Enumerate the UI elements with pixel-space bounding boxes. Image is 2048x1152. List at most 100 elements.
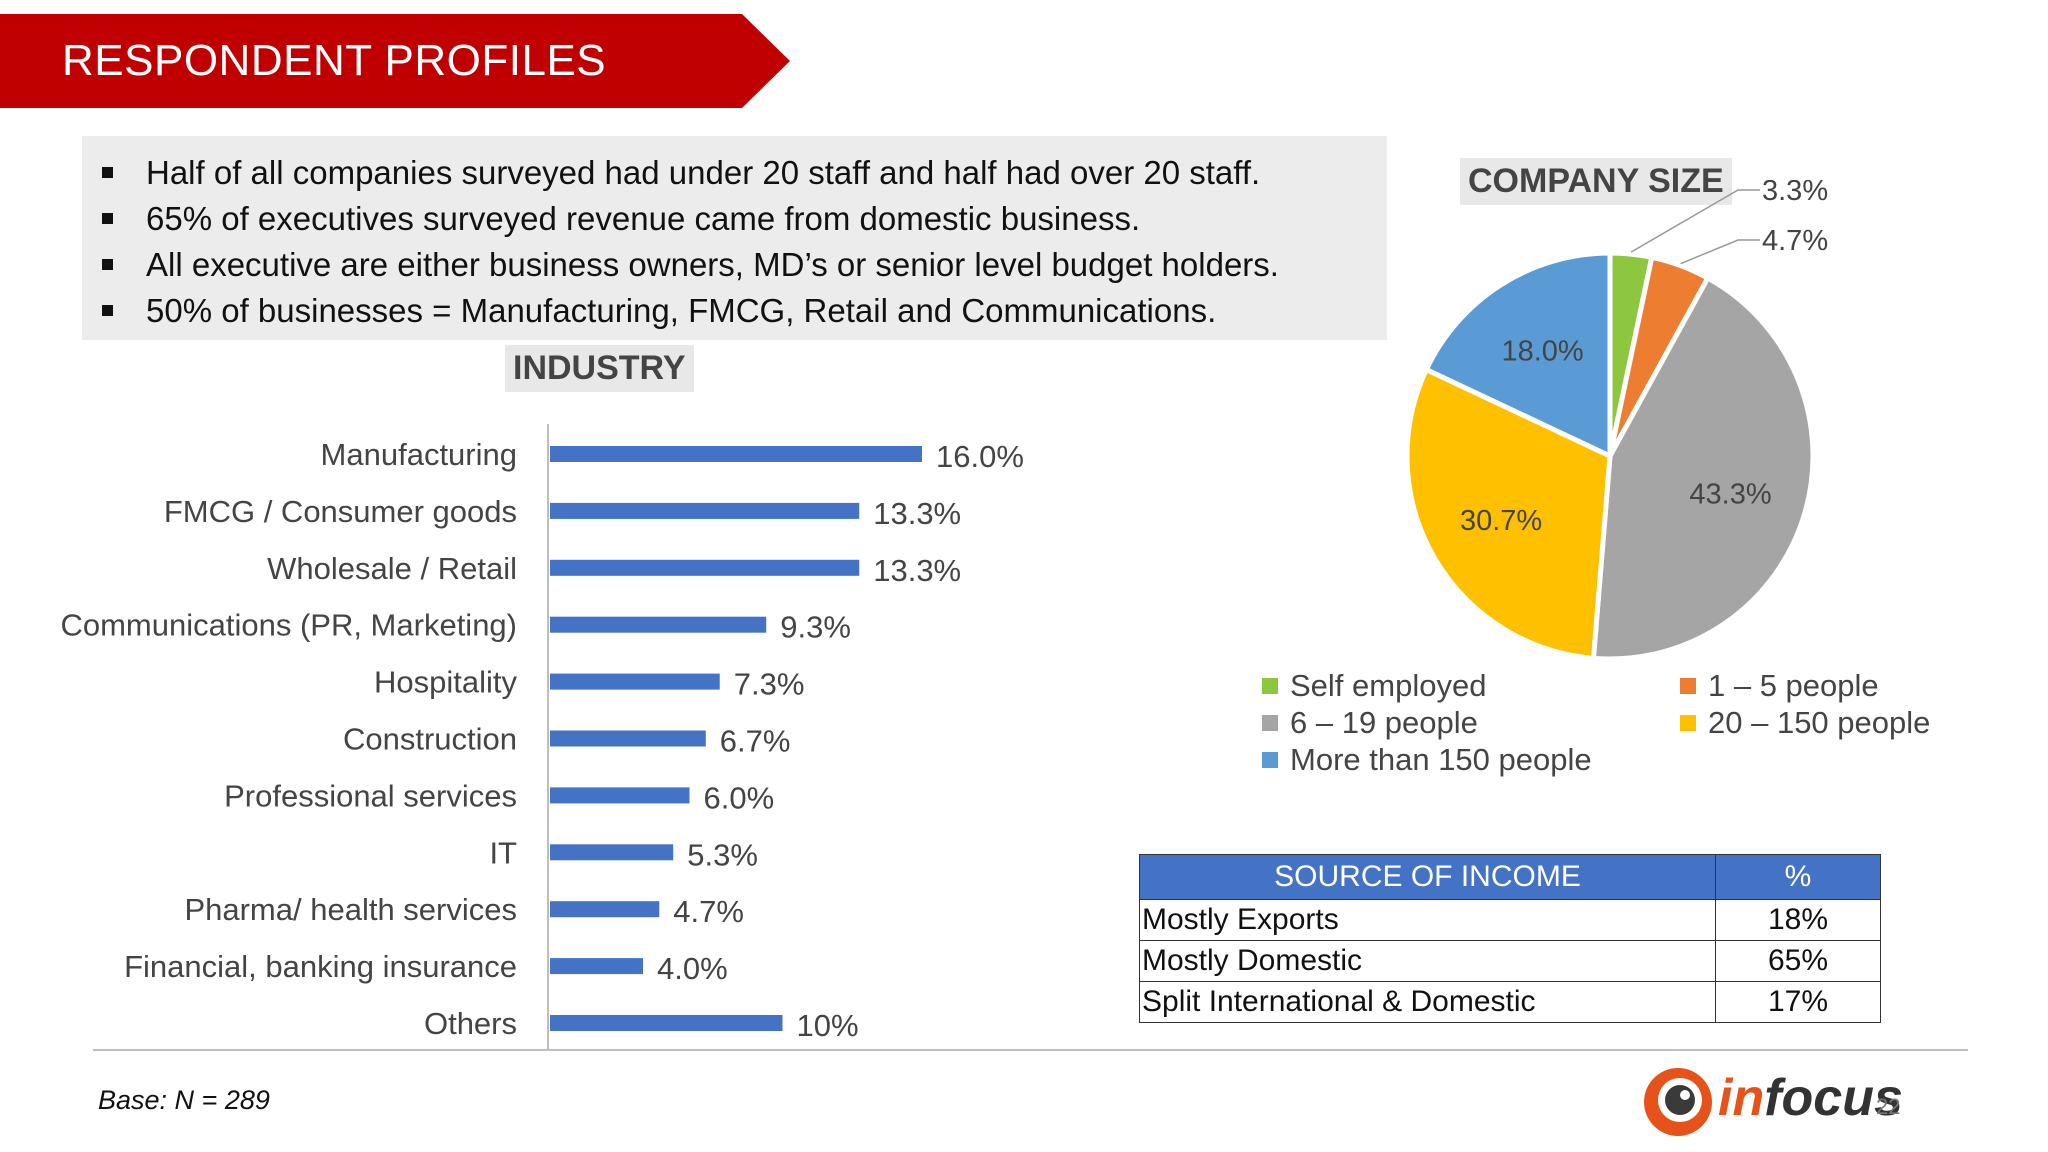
bullet-text: 65% of executives surveyed revenue came … xyxy=(146,200,1141,237)
bullet-icon xyxy=(102,213,113,224)
category-label: Manufacturing xyxy=(321,437,517,472)
table-cell-percent: 65% xyxy=(1715,940,1881,982)
category-label: Construction xyxy=(343,722,517,757)
bar xyxy=(550,787,690,804)
source-of-income-table: SOURCE OF INCOME % Mostly Exports 18% Mo… xyxy=(1139,854,1881,1023)
industry-chart-title: INDUSTRY xyxy=(505,345,694,392)
company-size-pie-chart: 3.3% 4.7% 43.3% 30.7% 18.0% xyxy=(1404,180,1828,662)
pie-slice xyxy=(1404,366,1613,662)
bullet-text: 50% of businesses = Manufacturing, FMCG,… xyxy=(146,292,1217,329)
table-row: Mostly Domestic 65% xyxy=(1139,940,1881,982)
legend-swatch xyxy=(1262,752,1278,768)
bar xyxy=(550,502,860,519)
leader-line xyxy=(1630,189,1760,253)
page-number: 22 xyxy=(1876,1094,1901,1119)
summary-bullet: 65% of executives surveyed revenue came … xyxy=(82,196,1387,242)
bar xyxy=(550,730,706,747)
pie-data-label: 3.3% xyxy=(1762,180,1828,207)
category-label: Professional services xyxy=(224,778,517,813)
data-label: 4.0% xyxy=(657,951,728,986)
legend-swatch xyxy=(1680,678,1696,694)
legend-swatch xyxy=(1680,715,1696,731)
summary-bullet: All executive are either business owners… xyxy=(82,242,1387,288)
banner-shape xyxy=(0,14,790,108)
leader-line xyxy=(1680,239,1760,265)
page-title: RESPONDENT PROFILES xyxy=(62,36,607,85)
legend-swatch xyxy=(1262,678,1278,694)
bar xyxy=(550,559,860,576)
legend-item-more-than-150-people: More than 150 people xyxy=(1262,742,1592,778)
data-label: 9.3% xyxy=(780,610,851,645)
table-cell-source: Mostly Domestic xyxy=(1139,940,1716,982)
category-label: Financial, banking insurance xyxy=(124,949,517,984)
bullet-icon xyxy=(102,305,113,316)
legend-item-6-19-people: 6 – 19 people xyxy=(1262,705,1478,741)
data-label: 13.3% xyxy=(873,553,961,588)
table-cell-percent: 17% xyxy=(1715,981,1881,1023)
legend-label: 1 – 5 people xyxy=(1708,668,1879,703)
bar xyxy=(550,844,674,861)
data-label: 6.0% xyxy=(704,780,775,815)
data-label: 5.3% xyxy=(687,837,758,872)
camera-lens-icon xyxy=(1644,1068,1712,1136)
data-label: 7.3% xyxy=(734,667,805,702)
bar xyxy=(550,673,720,690)
table-cell-source: Mostly Exports xyxy=(1139,899,1716,941)
summary-bullet: 50% of businesses = Manufacturing, FMCG,… xyxy=(82,288,1387,334)
footer-divider xyxy=(93,1049,1968,1051)
category-label: Others xyxy=(424,1006,517,1041)
data-label: 10% xyxy=(797,1008,859,1043)
logo-wordmark: infocus xyxy=(1718,1068,1903,1128)
category-label: Communications (PR, Marketing) xyxy=(60,608,517,643)
bullet-text: Half of all companies surveyed had under… xyxy=(146,154,1261,191)
table-header-source: SOURCE OF INCOME xyxy=(1139,854,1716,900)
bullet-text: All executive are either business owners… xyxy=(146,246,1279,283)
table-header-row: SOURCE OF INCOME % xyxy=(1139,854,1881,900)
industry-bar-chart: Manufacturing 16.0% FMCG / Consumer goods 1… xyxy=(60,424,1024,1050)
logo-word-in: in xyxy=(1718,1069,1765,1127)
table-header-percent: % xyxy=(1715,854,1881,900)
bar xyxy=(550,616,767,633)
legend-label: Self employed xyxy=(1290,668,1487,703)
data-label: 4.7% xyxy=(673,894,744,929)
pie-data-label: 30.7% xyxy=(1460,505,1542,537)
data-label: 16.0% xyxy=(936,439,1024,474)
summary-bullet: Half of all companies surveyed had under… xyxy=(82,150,1387,196)
data-label: 6.7% xyxy=(720,724,791,759)
bar xyxy=(550,1015,783,1031)
legend-item-self-employed: Self employed xyxy=(1262,668,1486,704)
pie-slice xyxy=(1422,250,1613,460)
company-size-chart-title: COMPANY SIZE xyxy=(1460,158,1732,205)
table-row: Split International & Domestic 17% xyxy=(1139,981,1881,1023)
category-label: Hospitality xyxy=(374,665,517,700)
legend-label: 20 – 150 people xyxy=(1708,705,1931,740)
data-label: 13.3% xyxy=(873,496,961,531)
legend-label: 6 – 19 people xyxy=(1290,705,1478,740)
pie-data-label: 18.0% xyxy=(1501,336,1583,368)
pie-data-label: 43.3% xyxy=(1689,478,1771,510)
logo-word-focus: focus xyxy=(1764,1069,1903,1127)
bar xyxy=(550,901,660,918)
legend-item-20-150-people: 20 – 150 people xyxy=(1680,705,1930,741)
table-row: Mostly Exports 18% xyxy=(1139,899,1881,941)
pie-slice xyxy=(1590,274,1816,662)
table-cell-source: Split International & Domestic xyxy=(1139,981,1716,1023)
bullet-icon xyxy=(102,167,113,178)
title-banner: RESPONDENT PROFILES xyxy=(0,14,790,108)
table-cell-percent: 18% xyxy=(1715,899,1881,941)
category-label: Pharma/ health services xyxy=(184,892,517,927)
summary-box: Half of all companies surveyed had under… xyxy=(82,136,1387,340)
category-label: FMCG / Consumer goods xyxy=(164,494,517,529)
bar xyxy=(550,958,643,975)
infocus-logo: infocus xyxy=(1640,1064,1903,1140)
legend-swatch xyxy=(1262,715,1278,731)
bullet-icon xyxy=(102,259,113,270)
category-label: IT xyxy=(489,835,517,870)
pie-legend: Self employed 1 – 5 people 6 – 19 people… xyxy=(1262,668,1962,788)
legend-item-1-5-people: 1 – 5 people xyxy=(1680,668,1879,704)
base-note: Base: N = 289 xyxy=(98,1085,270,1115)
bar xyxy=(550,446,922,462)
summary-list: Half of all companies surveyed had under… xyxy=(82,136,1387,334)
legend-label: More than 150 people xyxy=(1290,742,1592,777)
category-label: Wholesale / Retail xyxy=(267,551,517,586)
